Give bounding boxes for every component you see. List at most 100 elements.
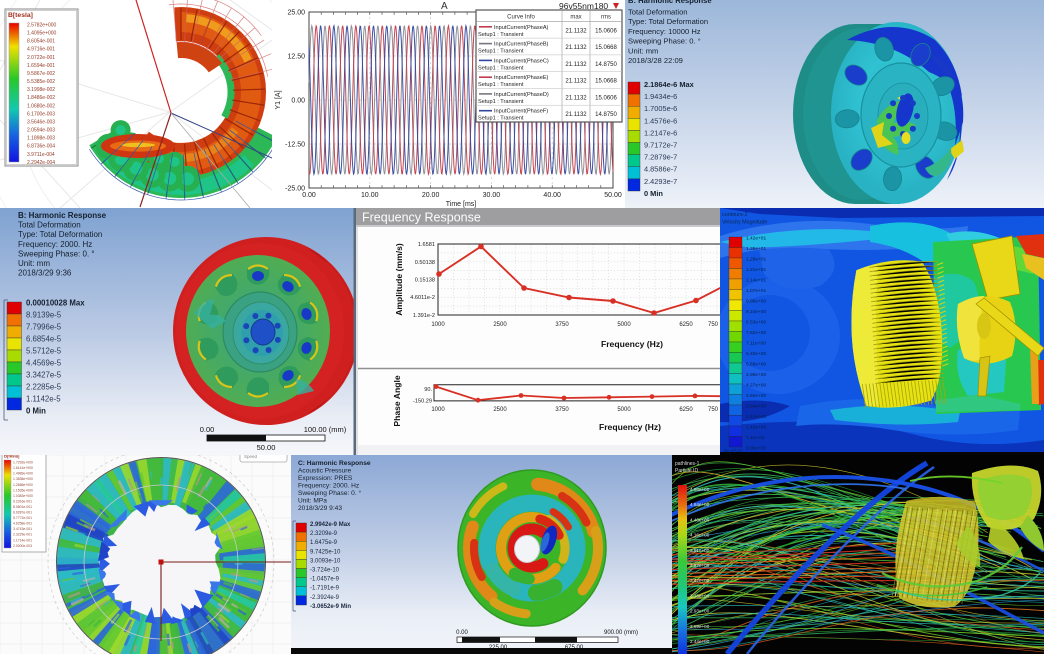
svg-text:2.5782e+000: 2.5782e+000 [27, 23, 57, 29]
svg-text:0.00: 0.00 [302, 192, 316, 199]
svg-text:0 Min: 0 Min [26, 407, 46, 416]
svg-text:Setup1 : Transient: Setup1 : Transient [478, 99, 524, 105]
svg-text:1.1898e-003: 1.1898e-003 [27, 136, 55, 142]
svg-text:8.53e+00: 8.53e+00 [746, 320, 766, 326]
svg-text:Type: Total Deformation: Type: Total Deformation [628, 17, 708, 26]
svg-text:8.9139e-5: 8.9139e-5 [26, 311, 62, 320]
svg-text:900.00 (mm): 900.00 (mm) [604, 630, 638, 636]
svg-text:1.0383e+000: 1.0383e+000 [13, 494, 33, 498]
svg-text:-12.50: -12.50 [285, 142, 305, 149]
svg-text:5.5385e-002: 5.5385e-002 [27, 79, 55, 85]
svg-text:8.6054e-001: 8.6054e-001 [27, 39, 55, 45]
svg-text:3750: 3750 [555, 407, 569, 413]
svg-text:2.2942e-004: 2.2942e-004 [27, 160, 55, 166]
svg-text:4.88e+00: 4.88e+00 [690, 487, 710, 492]
svg-text:1.1714e-001: 1.1714e-001 [13, 538, 32, 542]
svg-text:3.0093e-10: 3.0093e-10 [310, 558, 341, 564]
svg-text:4.98e+00: 4.98e+00 [746, 372, 766, 378]
svg-text:Setup1 : Transient: Setup1 : Transient [478, 65, 524, 71]
svg-text:Phase Angle: Phase Angle [392, 375, 402, 426]
svg-text:2500: 2500 [493, 407, 507, 413]
svg-text:50.00: 50.00 [604, 192, 622, 199]
svg-text:3.1998e-002: 3.1998e-002 [27, 87, 55, 93]
svg-text:9.24e+00: 9.24e+00 [746, 309, 766, 315]
svg-text:4.4569e-5: 4.4569e-5 [26, 359, 62, 368]
svg-text:InputCurrent(PhaseD): InputCurrent(PhaseD) [494, 92, 549, 98]
svg-text:2.1864e-6 Max: 2.1864e-6 Max [644, 80, 695, 89]
svg-text:5000: 5000 [617, 322, 631, 328]
svg-text:3.3427e-5: 3.3427e-5 [26, 371, 62, 380]
svg-text:Type: Total Deformation: Type: Total Deformation [18, 230, 102, 239]
svg-text:2.3209e-9: 2.3209e-9 [310, 531, 338, 537]
svg-text:1.4095e+000: 1.4095e+000 [27, 31, 57, 37]
svg-text:4.6258e-001: 4.6258e-001 [13, 522, 32, 526]
svg-text:1000: 1000 [431, 407, 445, 413]
svg-text:1.6475e-9: 1.6475e-9 [310, 540, 338, 546]
svg-text:1.9434e-6: 1.9434e-6 [644, 92, 677, 101]
svg-text:21.1132: 21.1132 [565, 79, 587, 85]
svg-text:2.2285e-5: 2.2285e-5 [26, 383, 62, 392]
svg-text:-3.724e-10: -3.724e-10 [310, 568, 340, 574]
svg-text:0.00: 0.00 [200, 425, 215, 434]
svg-text:3.56e+00: 3.56e+00 [746, 393, 766, 399]
svg-text:1.7292e+000: 1.7292e+000 [13, 461, 33, 465]
svg-text:21.1132: 21.1132 [565, 62, 587, 68]
svg-text:1.35e+01: 1.35e+01 [746, 246, 766, 252]
svg-text:B[tesla]: B[tesla] [4, 455, 20, 459]
svg-text:14.8750: 14.8750 [595, 62, 617, 68]
svg-text:3.67e+00: 3.67e+00 [690, 563, 710, 568]
svg-text:2018/3/29 9:43: 2018/3/29 9:43 [298, 505, 342, 512]
svg-text:2.44e+00: 2.44e+00 [690, 639, 710, 644]
svg-text:2.4293e-7: 2.4293e-7 [644, 177, 677, 186]
svg-text:100.00 (mm): 100.00 (mm) [304, 425, 347, 434]
svg-text:6.40e+00: 6.40e+00 [746, 351, 766, 357]
svg-text:rms: rms [601, 15, 611, 21]
svg-text:6.6854e-5: 6.6854e-5 [26, 335, 62, 344]
svg-text:B: Harmonic Response: B: Harmonic Response [18, 211, 107, 220]
svg-text:0 Min: 0 Min [644, 189, 663, 198]
svg-text:C: Harmonic Response: C: Harmonic Response [298, 460, 371, 467]
svg-text:21.1132: 21.1132 [565, 95, 587, 101]
svg-text:96v55nm180: 96v55nm180 [559, 1, 608, 11]
svg-text:1.14e+01: 1.14e+01 [746, 278, 766, 284]
svg-text:2.0000e-003: 2.0000e-003 [13, 544, 32, 548]
svg-text:6.8736e-004: 6.8736e-004 [27, 144, 55, 150]
svg-text:6250: 6250 [679, 407, 693, 413]
svg-text:90.: 90. [424, 387, 432, 393]
svg-text:9.7425e-10: 9.7425e-10 [310, 549, 341, 555]
svg-text:-2.3924e-9: -2.3924e-9 [310, 595, 340, 601]
svg-text:-25.00: -25.00 [285, 186, 305, 193]
svg-text:InputCurrent(PhaseE): InputCurrent(PhaseE) [494, 75, 549, 81]
svg-text:Total Deformation: Total Deformation [628, 8, 688, 17]
svg-text:Total Deformation: Total Deformation [18, 221, 81, 230]
svg-text:7.11e-01: 7.11e-01 [746, 435, 765, 441]
svg-text:5.69e+00: 5.69e+00 [746, 362, 766, 368]
svg-text:Unit: mm: Unit: mm [628, 46, 658, 55]
svg-text:7.82e+00: 7.82e+00 [746, 330, 766, 336]
svg-text:Frequency: 2000. Hz: Frequency: 2000. Hz [298, 483, 359, 490]
svg-text:0.00010028 Max: 0.00010028 Max [26, 299, 85, 308]
svg-text:Velocity Magnitude: Velocity Magnitude [722, 220, 767, 226]
svg-text:Setup1 : Transient: Setup1 : Transient [478, 49, 524, 55]
svg-text:1.2147e-6: 1.2147e-6 [644, 128, 677, 137]
svg-text:-1.0457e-9: -1.0457e-9 [310, 577, 340, 583]
svg-text:3750: 3750 [555, 322, 569, 328]
svg-text:-1.7191e-9: -1.7191e-9 [310, 586, 340, 592]
svg-text:Expression: PRES: Expression: PRES [298, 475, 353, 482]
svg-text:1.8486e-002: 1.8486e-002 [27, 95, 55, 101]
svg-text:4.9716e-001: 4.9716e-001 [27, 47, 55, 53]
svg-text:8.0801e-001: 8.0801e-001 [13, 505, 32, 509]
svg-text:InputCurrent(PhaseF): InputCurrent(PhaseF) [494, 109, 548, 115]
svg-text:1.1535e+000: 1.1535e+000 [13, 488, 33, 492]
svg-text:1.07e+01: 1.07e+01 [746, 288, 766, 294]
svg-text:2500: 2500 [493, 322, 507, 328]
svg-text:25.00: 25.00 [287, 10, 305, 17]
svg-text:6.9287e-001: 6.9287e-001 [13, 511, 32, 515]
svg-text:750: 750 [708, 407, 719, 413]
svg-text:2.13e+00: 2.13e+00 [746, 414, 766, 420]
svg-text:20.00: 20.00 [422, 192, 440, 199]
svg-text:0.00e+00: 0.00e+00 [746, 446, 766, 452]
svg-text:-150.29: -150.29 [413, 399, 432, 405]
svg-text:4.40e+00: 4.40e+00 [690, 517, 710, 522]
svg-text:5.7772e-001: 5.7772e-001 [13, 516, 32, 520]
